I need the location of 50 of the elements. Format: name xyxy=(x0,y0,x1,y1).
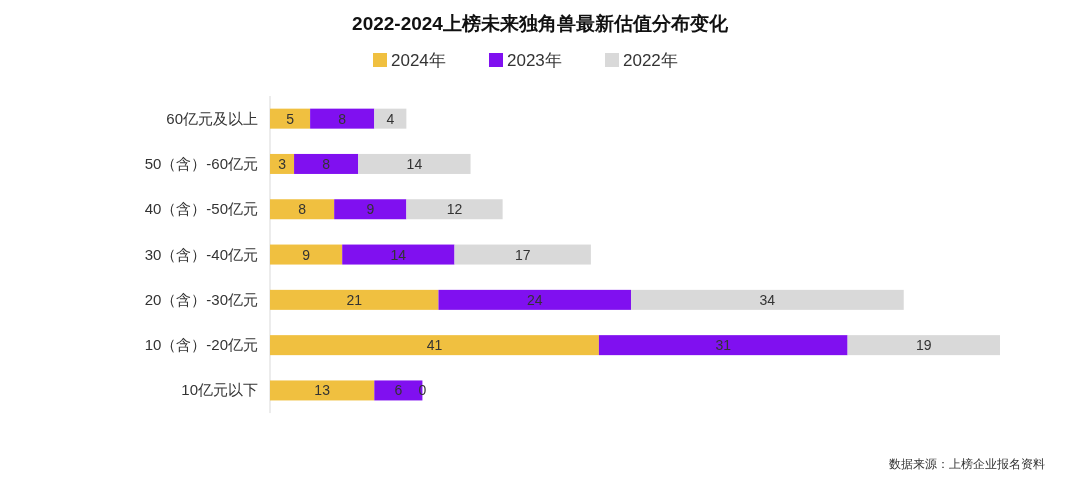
bar xyxy=(334,199,407,220)
bar xyxy=(406,199,503,220)
data-label: 41 xyxy=(426,337,443,354)
bar xyxy=(310,108,375,129)
data-label: 34 xyxy=(759,291,776,308)
chart-title: 2022-2024上榜未来独角兽最新估值分布变化 xyxy=(352,13,729,34)
bar xyxy=(847,335,1000,356)
legend-label: 2024年 xyxy=(391,51,446,70)
y-tick-label: 30（含）-40亿元 xyxy=(144,245,258,263)
data-label: 31 xyxy=(715,337,732,354)
data-label: 8 xyxy=(338,110,347,127)
bar xyxy=(358,153,471,174)
bar xyxy=(598,335,848,356)
y-tick-label: 40（含）-50亿元 xyxy=(144,200,258,218)
data-label: 9 xyxy=(366,201,375,218)
data-label: 19 xyxy=(916,337,932,354)
data-label: 9 xyxy=(302,246,311,263)
legend-label: 2022年 xyxy=(623,51,678,70)
bar xyxy=(270,380,375,401)
data-label: 17 xyxy=(514,246,531,263)
bar xyxy=(270,199,335,220)
data-label: 4 xyxy=(386,110,395,127)
data-label: 21 xyxy=(346,291,363,308)
y-tick-label: 10亿元以下 xyxy=(181,381,258,399)
bar xyxy=(374,108,407,129)
data-label: 6 xyxy=(394,382,403,399)
data-label: 14 xyxy=(390,246,407,263)
data-label: 5 xyxy=(286,110,295,127)
bar xyxy=(270,289,439,310)
data-label: 8 xyxy=(298,201,307,218)
bar xyxy=(270,108,311,129)
data-label: 8 xyxy=(322,155,331,172)
bar xyxy=(438,289,631,310)
legend-label: 2023年 xyxy=(507,51,562,70)
bar xyxy=(342,244,455,265)
bar xyxy=(270,244,343,265)
data-label: 13 xyxy=(314,382,331,399)
bar xyxy=(630,289,904,310)
y-tick-label: 20（含）-30亿元 xyxy=(144,290,258,308)
bar xyxy=(454,244,591,265)
data-label: 24 xyxy=(526,291,543,308)
y-tick-label: 50（含）-60亿元 xyxy=(144,154,258,172)
data-label: 3 xyxy=(278,155,287,172)
bar xyxy=(294,153,359,174)
source-note: 数据来源：上榜企业报名资料 xyxy=(889,457,1045,471)
data-label: 14 xyxy=(406,155,423,172)
y-tick-label: 60亿元及以上 xyxy=(166,109,258,127)
data-label: 12 xyxy=(446,201,463,218)
y-tick-label: 10（含）-20亿元 xyxy=(144,336,258,354)
bar xyxy=(270,335,599,356)
